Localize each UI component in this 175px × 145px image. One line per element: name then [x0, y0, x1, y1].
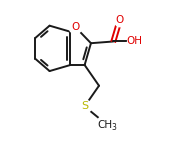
Text: OH: OH: [126, 37, 142, 47]
Text: O: O: [71, 22, 80, 32]
Text: O: O: [116, 15, 124, 25]
Text: S: S: [81, 101, 88, 111]
Text: 3: 3: [112, 123, 117, 132]
Text: CH: CH: [97, 120, 112, 130]
